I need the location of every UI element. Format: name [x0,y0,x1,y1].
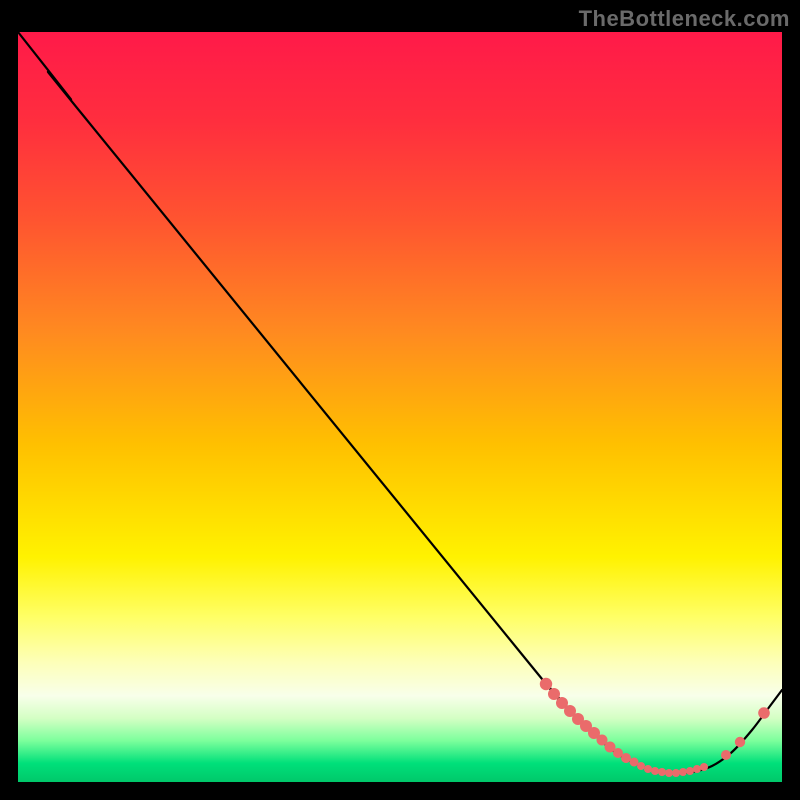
curve-marker [651,767,659,775]
curve-marker [693,765,701,773]
curve-marker [540,678,552,690]
curve-marker [658,768,666,776]
curve-marker [548,688,560,700]
watermark-text: TheBottleneck.com [579,6,790,32]
curve-marker [665,769,673,777]
curve-marker [621,753,631,763]
curve-marker [644,765,652,773]
curve-marker [721,750,731,760]
chart-container: TheBottleneck.com [0,0,800,800]
bottleneck-curve [18,32,782,773]
curve-marker [679,768,687,776]
curve-marker [700,763,708,771]
curve-marker [735,737,745,747]
chart-curve-layer [0,0,800,800]
curve-marker [672,769,680,777]
curve-markers-group [540,678,770,777]
curve-marker [758,707,770,719]
curve-marker [686,767,694,775]
curve-marker [637,762,645,770]
